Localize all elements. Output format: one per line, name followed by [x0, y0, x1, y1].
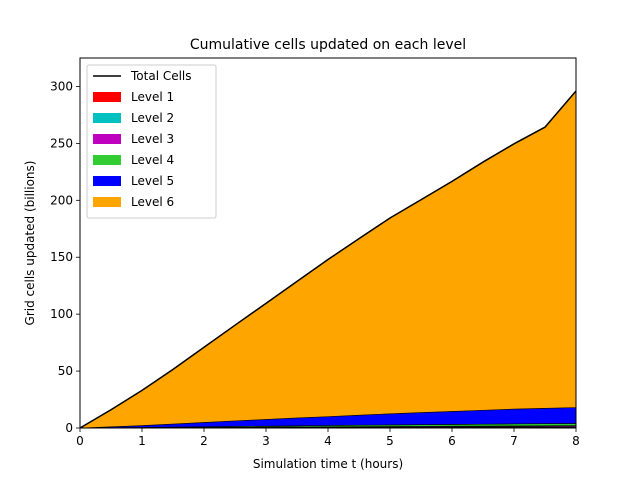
legend-label: Level 1	[131, 90, 174, 104]
total-line-group	[79, 90, 577, 429]
y-tick-label: 150	[50, 250, 73, 264]
x-tick-label: 8	[572, 434, 580, 448]
y-axis-ticks: 0 50 100 150 200 250 300	[50, 79, 80, 435]
x-axis-label: Simulation time t (hours)	[253, 457, 403, 471]
legend-label: Level 3	[131, 132, 174, 146]
y-tick-label: 250	[50, 136, 73, 150]
y-tick-label: 50	[58, 364, 73, 378]
y-tick-label: 300	[50, 79, 73, 93]
x-tick-label: 2	[200, 434, 208, 448]
x-tick-label: 4	[324, 434, 332, 448]
total-cells-line	[79, 90, 577, 429]
legend-swatch	[93, 92, 121, 102]
legend-swatch	[93, 155, 121, 165]
y-tick-label: 0	[65, 421, 73, 435]
legend: Total Cells Level 1 Level 2 Level 3 Level 4 L…	[86, 64, 217, 219]
chart-title: Cumulative cells updated on each level	[190, 37, 466, 53]
x-tick-label: 3	[262, 434, 270, 448]
x-tick-label: 7	[510, 434, 518, 448]
y-tick-label: 200	[50, 193, 73, 207]
y-axis-label: Grid cells updated (billions)	[23, 161, 37, 326]
y-tick-label: 100	[50, 307, 73, 321]
legend-swatch	[93, 134, 121, 144]
legend-label: Total Cells	[130, 69, 192, 83]
x-tick-label: 0	[76, 434, 84, 448]
x-tick-label: 6	[448, 434, 456, 448]
legend-label: Level 5	[131, 174, 174, 188]
legend-swatch	[93, 176, 121, 186]
legend-swatch	[93, 113, 121, 123]
x-tick-label: 5	[386, 434, 394, 448]
x-axis-ticks: 0 1 2 3 4 5 6 7 8	[76, 428, 580, 448]
legend-label: Level 4	[131, 153, 174, 167]
legend-swatch	[93, 197, 121, 207]
legend-label: Level 6	[131, 195, 174, 209]
x-tick-label: 1	[138, 434, 146, 448]
legend-label: Level 2	[131, 111, 174, 125]
